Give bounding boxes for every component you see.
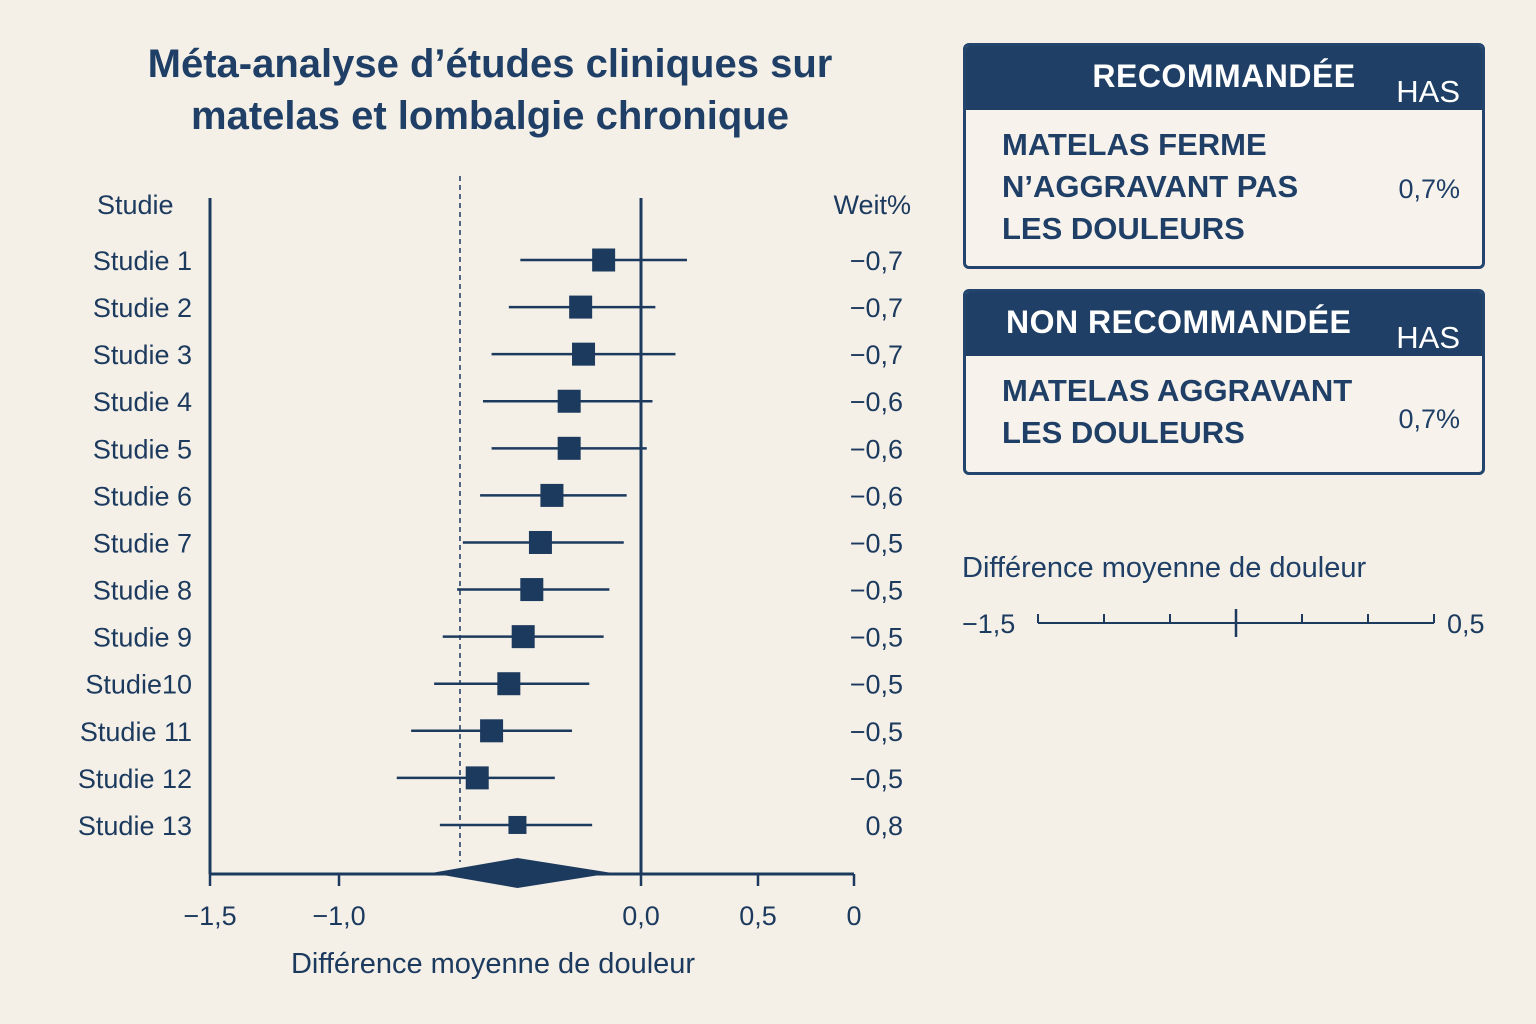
- study-weight: −0,6: [850, 481, 903, 511]
- not-recommended-percent: 0,7%: [1398, 404, 1460, 434]
- recommended-box: RECOMMANDÉE HAS MATELAS FERME N’AGGRAVAN…: [963, 43, 1485, 269]
- study-label: Studie 8: [93, 576, 192, 606]
- study-estimate-marker: [557, 389, 581, 413]
- difference-scale: −1,5 0,5: [962, 609, 1485, 639]
- study-estimate-marker: [497, 672, 521, 696]
- recommended-line-3: LES DOULEURS: [1002, 211, 1245, 246]
- study-label: Studie 9: [93, 623, 192, 653]
- x-tick-label: 0: [846, 901, 861, 931]
- recommended-line-2: N’AGGRAVANT PAS: [1002, 169, 1299, 204]
- study-label: Studie 13: [78, 811, 192, 841]
- study-estimate-marker: [511, 625, 535, 649]
- study-label: Studie 1: [93, 246, 192, 276]
- study-weight: −0,5: [850, 528, 903, 558]
- scale-min-label: −1,5: [962, 609, 1015, 639]
- study-weight: −0,6: [850, 387, 903, 417]
- not-recommended-label: NON RECOMMANDÉE: [1006, 304, 1352, 340]
- x-axis-label: Différence moyenne de douleur: [291, 948, 695, 980]
- study-estimate-marker: [592, 248, 616, 272]
- x-tick-label: 0,0: [622, 901, 660, 931]
- study-weight: −0,7: [850, 293, 903, 323]
- study-estimate-marker: [569, 295, 593, 319]
- study-estimate-marker: [572, 342, 596, 366]
- study-weight: 0,8: [865, 811, 903, 841]
- not-recommended-box-body: MATELAS AGGRAVANT LES DOULEURS 0,7%: [966, 356, 1482, 472]
- not-recommended-statement: MATELAS AGGRAVANT LES DOULEURS: [1002, 370, 1352, 454]
- not-recommended-line-2: LES DOULEURS: [1002, 415, 1245, 450]
- study-label: Studie 3: [93, 340, 192, 370]
- chart-title-line1: Méta-analyse d’études cliniques sur: [147, 42, 833, 86]
- recommended-source: HAS: [1396, 74, 1460, 109]
- pooled-estimate-diamond: [431, 858, 613, 888]
- study-estimate-marker: [557, 436, 581, 460]
- study-weight: −0,5: [850, 764, 903, 794]
- study-label: Studie 5: [93, 434, 192, 464]
- study-estimate-marker: [540, 483, 564, 507]
- plot-layer: −1,5 −1,0 0,0 0,5 0 Studie 1 −0,7 Studie 2 −0,7 S…: [78, 176, 903, 931]
- study-estimate-marker: [528, 530, 552, 554]
- study-label: Studie10: [85, 670, 192, 700]
- study-weight: −0,7: [850, 246, 903, 276]
- study-weight: −0,7: [850, 340, 903, 370]
- scale-ticks: [1037, 609, 1435, 637]
- weight-column-header: Weit%: [833, 190, 911, 220]
- not-recommended-source: HAS: [1396, 320, 1460, 355]
- study-estimate-marker: [465, 766, 489, 790]
- study-column-header: Studie: [97, 190, 174, 220]
- recommended-box-body: MATELAS FERME N’AGGRAVANT PAS LES DOULEU…: [966, 110, 1482, 266]
- study-label: Studie 12: [78, 764, 192, 794]
- study-label: Studie 11: [80, 717, 192, 747]
- x-tick-label: −1,0: [312, 901, 365, 931]
- x-tick-label: 0,5: [739, 901, 777, 931]
- study-estimate-marker: [520, 578, 544, 602]
- chart-title-line2: matelas et lombalgie chronique: [191, 94, 789, 138]
- study-weight: −0,5: [850, 576, 903, 606]
- not-recommended-box: NON RECOMMANDÉE HAS MATELAS AGGRAVANT LE…: [963, 289, 1485, 475]
- study-label: Studie 7: [93, 528, 192, 558]
- not-recommended-line-1: MATELAS AGGRAVANT: [1002, 373, 1353, 408]
- scale-title: Différence moyenne de douleur: [962, 552, 1367, 584]
- recommended-label: RECOMMANDÉE: [1092, 58, 1356, 94]
- x-tick-label: −1,5: [183, 901, 236, 931]
- scale-max-label: 0,5: [1447, 609, 1485, 639]
- recommended-statement: MATELAS FERME N’AGGRAVANT PAS LES DOULEU…: [1002, 124, 1298, 250]
- study-weight: −0,5: [850, 717, 903, 747]
- forest-plot: Studie Weit% −1,5 −1,0 0,0 0,5 0 Studie 1 −0,7…: [78, 176, 911, 980]
- study-label: Studie 6: [93, 481, 192, 511]
- study-estimate-marker: [480, 719, 504, 743]
- not-recommended-box-header: NON RECOMMANDÉE HAS: [966, 292, 1482, 356]
- study-weight: −0,5: [850, 623, 903, 653]
- study-label: Studie 2: [93, 293, 192, 323]
- study-estimate-marker: [508, 815, 527, 834]
- recommended-box-header: RECOMMANDÉE HAS: [966, 46, 1482, 110]
- study-weight: −0,6: [850, 434, 903, 464]
- recommended-line-1: MATELAS FERME: [1002, 127, 1267, 162]
- study-label: Studie 4: [93, 387, 192, 417]
- study-weight: −0,5: [850, 670, 903, 700]
- chart-title: Méta-analyse d’études cliniques sur mate…: [100, 38, 880, 142]
- recommended-percent: 0,7%: [1398, 174, 1460, 204]
